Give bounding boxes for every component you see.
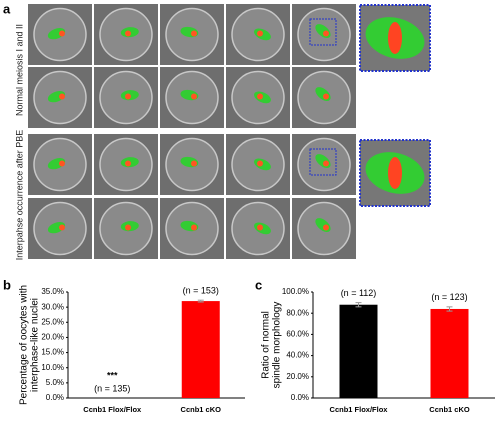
chromatin: [323, 160, 329, 167]
y-axis-label: interphase-like nuclei: [30, 298, 41, 392]
chromatin: [191, 224, 197, 231]
panel-label: b: [3, 277, 11, 292]
x-tick-label: Ccnb1 Flox/Flox: [83, 405, 142, 414]
y-tick-label: 25.0%: [41, 317, 64, 326]
bar: [181, 301, 220, 398]
x-tick-label: Ccnb1 Flox/Flox: [330, 405, 389, 414]
y-tick-label: 20.0%: [41, 333, 64, 342]
zoom-chromatin: [388, 157, 402, 189]
chromatin: [257, 93, 263, 100]
bar: [339, 304, 378, 398]
error-bar: [355, 302, 362, 308]
chromatin: [257, 224, 263, 231]
y-axis-label: spindle morphology: [272, 302, 283, 389]
y-tick-label: 20.0%: [286, 372, 309, 381]
y-tick-label: 35.0%: [41, 287, 64, 296]
chromatin: [191, 160, 197, 167]
chromatin: [191, 93, 197, 100]
chromatin: [257, 160, 263, 167]
row-label: Interpahse occurrence after PBE: [14, 130, 24, 261]
zoom-box: [309, 18, 337, 46]
chromatin: [59, 224, 65, 231]
chromatin: [125, 160, 131, 167]
error-bar: [197, 299, 204, 303]
y-tick-label: 10.0%: [41, 363, 64, 372]
panel-label: a: [3, 1, 11, 16]
n-label: (n = 123): [431, 292, 467, 302]
x-tick-label: Ccnb1 cKO: [181, 405, 222, 414]
chromatin: [125, 93, 131, 100]
y-tick-label: 5.0%: [46, 378, 64, 387]
micrographs: [28, 4, 431, 259]
n-label: (n = 112): [341, 288, 377, 298]
bar: [430, 308, 469, 398]
zoom-box: [309, 148, 337, 176]
y-tick-label: 0.0%: [46, 393, 64, 402]
y-axis-label: Percentage of oocytes with: [19, 285, 30, 405]
n-label: (n = 135): [94, 383, 130, 393]
y-tick-label: 30.0%: [41, 302, 64, 311]
zoom-chromatin: [388, 22, 402, 54]
chromatin: [59, 30, 65, 37]
chromatin: [125, 30, 131, 37]
chromatin: [323, 224, 329, 231]
y-tick-label: 15.0%: [41, 348, 64, 357]
panel-label: c: [255, 277, 262, 292]
y-tick-label: 40.0%: [286, 351, 309, 360]
y-tick-label: 100.0%: [282, 287, 309, 296]
y-tick-label: 60.0%: [286, 330, 309, 339]
x-tick-label: Ccnb1 cKO: [429, 405, 470, 414]
chromatin: [323, 93, 329, 100]
chromatin: [191, 30, 197, 37]
row-label: Normal meiosis I and II: [14, 24, 24, 116]
chromatin: [59, 93, 65, 100]
y-axis-label: Ratio of normal: [261, 311, 272, 379]
y-tick-label: 0.0%: [291, 393, 309, 402]
n-label: (n = 153): [183, 286, 219, 296]
chromatin: [125, 224, 131, 231]
chromatin: [323, 30, 329, 37]
significance: ***: [107, 370, 118, 380]
error-bar: [446, 306, 453, 312]
chromatin: [257, 30, 263, 37]
y-tick-label: 80.0%: [286, 308, 309, 317]
chromatin: [59, 160, 65, 167]
